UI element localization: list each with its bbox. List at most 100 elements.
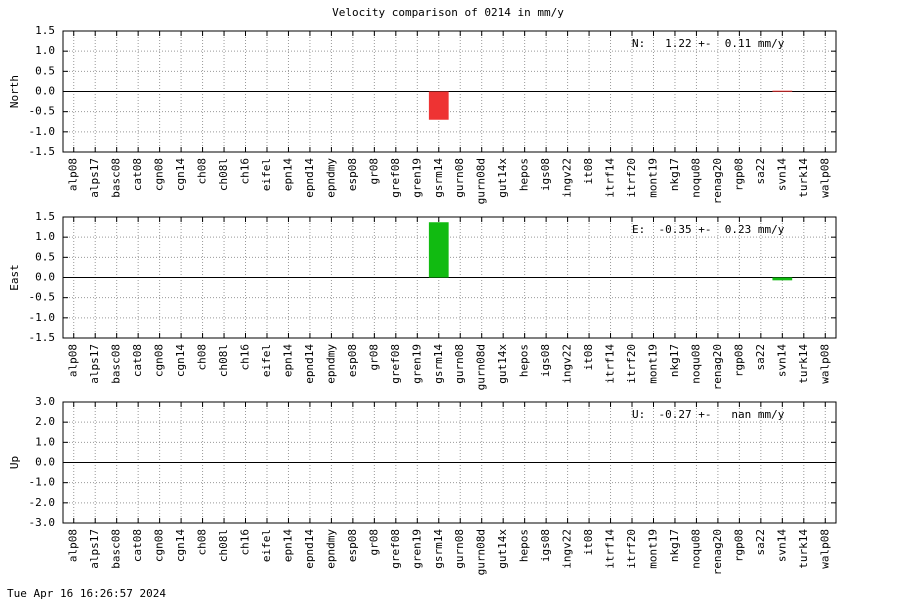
x-tick-label: ch16 — [239, 158, 252, 185]
x-tick-label: gr08 — [367, 344, 380, 371]
x-tick-label: ch16 — [239, 529, 252, 556]
x-tick-label: itrf14 — [604, 158, 617, 198]
plot-frame — [62, 216, 837, 339]
x-tick-label: nkg17 — [668, 158, 681, 191]
x-tick-label: igs08 — [539, 344, 552, 377]
x-tick-label: noqu08 — [689, 529, 702, 569]
y-tick-label: 1.0 — [35, 435, 55, 448]
x-tick-label: itrf14 — [604, 529, 617, 569]
x-tick-label: itrf20 — [625, 158, 638, 198]
x-tick-label: gut14x — [496, 158, 509, 198]
x-tick-label: alps17 — [88, 158, 101, 198]
x-tick-label: eifel — [260, 344, 273, 377]
x-tick-label: gren19 — [410, 158, 423, 198]
x-tick-label: cgn08 — [153, 529, 166, 562]
bar — [428, 222, 449, 278]
x-tick-label: alp08 — [67, 529, 80, 562]
y-tick-label: -0.5 — [29, 291, 56, 304]
x-tick-label: ingv22 — [561, 529, 574, 569]
x-tick-label: itrf20 — [625, 344, 638, 384]
x-tick-label: walp08 — [818, 344, 831, 384]
x-tick-label: gsrm14 — [432, 529, 445, 569]
x-tick-label: epn14 — [281, 344, 294, 377]
x-tick-label: gsrm14 — [432, 344, 445, 384]
x-tick-label: ch16 — [239, 344, 252, 371]
y-tick-label: 3.0 — [35, 395, 55, 408]
x-tick-label: cgn14 — [174, 158, 187, 191]
y-tick-label: 0.0 — [35, 85, 55, 98]
y-axis-label: North — [8, 75, 21, 108]
annotation: U: -0.27 +- nan mm/y — [632, 408, 785, 421]
x-tick-label: gurn08d — [475, 344, 488, 390]
x-tick-label: eifel — [260, 529, 273, 562]
x-tick-label: turk14 — [797, 344, 810, 384]
x-tick-label: basc08 — [110, 344, 123, 384]
x-tick-label: igs08 — [539, 158, 552, 191]
x-tick-label: ch08 — [196, 344, 209, 371]
x-tick-label: alps17 — [88, 344, 101, 384]
x-tick-label: epndmy — [324, 344, 337, 384]
y-tick-label: -1.5 — [29, 145, 56, 158]
x-tick-label: sa22 — [754, 529, 767, 556]
x-tick-label: epnd14 — [303, 344, 316, 384]
x-tick-label: it08 — [582, 529, 595, 556]
x-tick-label: cgn08 — [153, 158, 166, 191]
x-tick-label: gref08 — [389, 344, 402, 384]
x-tick-label: gurn08 — [453, 158, 466, 198]
x-tick-label: noqu08 — [689, 344, 702, 384]
x-tick-label: svn14 — [775, 529, 788, 562]
x-tick-label: turk14 — [797, 158, 810, 198]
x-tick-label: alp08 — [67, 344, 80, 377]
plot-frame — [62, 30, 837, 153]
y-tick-label: 2.0 — [35, 415, 55, 428]
y-tick-label: 1.0 — [35, 44, 55, 57]
x-tick-label: gr08 — [367, 529, 380, 556]
x-tick-label: cgn14 — [174, 529, 187, 562]
x-tick-label: cgn14 — [174, 344, 187, 377]
x-tick-label: ingv22 — [561, 344, 574, 384]
x-tick-label: epnd14 — [303, 158, 316, 198]
x-tick-label: gr08 — [367, 158, 380, 185]
x-tick-label: ch08l — [217, 344, 230, 377]
y-tick-label: 0.5 — [35, 64, 55, 77]
y-tick-label: -1.0 — [29, 125, 56, 138]
x-tick-label: nkg17 — [668, 344, 681, 377]
y-tick-label: -2.0 — [29, 496, 56, 509]
bar — [772, 277, 793, 281]
x-tick-label: hepos — [518, 529, 531, 562]
plot-frame — [62, 401, 837, 524]
x-tick-label: igs08 — [539, 529, 552, 562]
y-tick-label: -0.5 — [29, 105, 56, 118]
x-tick-label: renag20 — [711, 344, 724, 390]
x-tick-label: gut14x — [496, 344, 509, 384]
x-tick-label: sa22 — [754, 158, 767, 185]
y-tick-label: 0.5 — [35, 250, 55, 263]
y-tick-label: 1.5 — [35, 210, 55, 223]
x-tick-label: gref08 — [389, 158, 402, 198]
x-tick-label: walp08 — [818, 158, 831, 198]
x-tick-label: gurn08d — [475, 529, 488, 575]
x-tick-label: hepos — [518, 158, 531, 191]
y-tick-label: 0.0 — [35, 271, 55, 284]
x-tick-label: rgp08 — [732, 529, 745, 562]
x-tick-label: itrf20 — [625, 529, 638, 569]
x-tick-label: ch08 — [196, 158, 209, 185]
x-tick-label: gsrm14 — [432, 158, 445, 198]
y-axis-label: Up — [8, 456, 21, 469]
annotation: E: -0.35 +- 0.23 mm/y — [632, 223, 785, 236]
x-tick-label: gut14x — [496, 529, 509, 569]
y-tick-label: 0.0 — [35, 456, 55, 469]
x-tick-label: mont19 — [646, 158, 659, 198]
x-tick-label: cat08 — [131, 344, 144, 377]
x-tick-label: gren19 — [410, 529, 423, 569]
x-tick-label: svn14 — [775, 158, 788, 191]
x-tick-label: rgp08 — [732, 158, 745, 191]
x-tick-label: ingv22 — [561, 158, 574, 198]
x-tick-label: gref08 — [389, 529, 402, 569]
x-tick-label: gren19 — [410, 344, 423, 384]
x-tick-label: mont19 — [646, 529, 659, 569]
chart-title: Velocity comparison of 0214 in mm/y — [332, 6, 564, 19]
x-tick-label: alps17 — [88, 529, 101, 569]
